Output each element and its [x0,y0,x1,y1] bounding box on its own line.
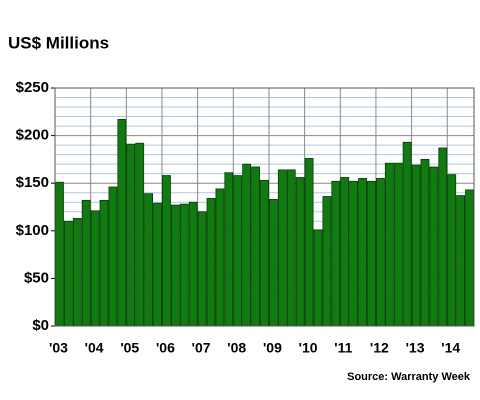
x-tick-label: '09 [263,340,282,356]
bar [402,141,412,327]
x-tick-label: '14 [441,340,460,356]
x-tick-label: '04 [85,340,104,356]
bar [72,218,82,327]
bar [81,199,91,327]
bar [429,166,439,327]
x-tick-label: '05 [120,340,139,356]
bar [438,147,448,327]
bar [242,163,252,327]
y-tick-label: $200 [16,127,49,144]
plot-border [54,87,475,327]
bar [251,166,260,327]
x-tick-label: '13 [406,340,425,356]
bar [295,177,305,327]
x-tick-label: '06 [156,340,175,356]
bar [55,181,64,327]
bar [126,143,136,327]
bar [108,186,118,327]
y-tick-label: $100 [16,222,49,239]
bar [117,119,127,327]
x-tick-label: '10 [299,340,318,356]
bar [233,175,243,327]
bar [456,195,466,327]
bar [170,204,180,327]
bar [331,180,341,327]
x-tick-label: '08 [227,340,246,356]
bar [135,142,145,327]
bar [206,198,216,327]
bar [197,211,207,327]
bar [322,196,332,327]
bar [269,198,278,327]
bar [224,172,234,327]
y-tick-label: $50 [24,269,49,286]
y-tick-label: $250 [16,79,49,96]
bar [375,178,385,327]
bar [188,201,198,327]
bar [215,188,225,327]
bar [358,178,367,327]
bar [286,169,296,327]
bar [349,180,359,327]
x-tick-label: '03 [49,340,68,356]
bar [260,179,269,327]
bar [313,229,323,327]
y-tick-label: $150 [16,174,49,191]
x-tick-label: '11 [334,340,352,356]
bar [465,189,474,327]
bar [340,177,350,327]
bar [63,220,73,327]
x-tick-label: '07 [192,340,211,356]
bar [304,158,314,327]
source-note: Source: Warranty Week [347,371,471,383]
x-tick-label: '12 [370,340,389,356]
bar [411,164,421,327]
bar [447,174,457,327]
bar [384,162,394,327]
bar [179,203,189,327]
bar [90,210,100,327]
bar [367,180,376,327]
bar [99,199,109,327]
bar [153,202,162,327]
chart-title: US$ Millions [8,33,109,52]
bar [144,193,154,327]
bar [420,158,430,327]
bar [162,175,171,327]
bar [393,162,403,327]
y-tick-label: $0 [32,317,49,334]
bar [277,169,287,327]
